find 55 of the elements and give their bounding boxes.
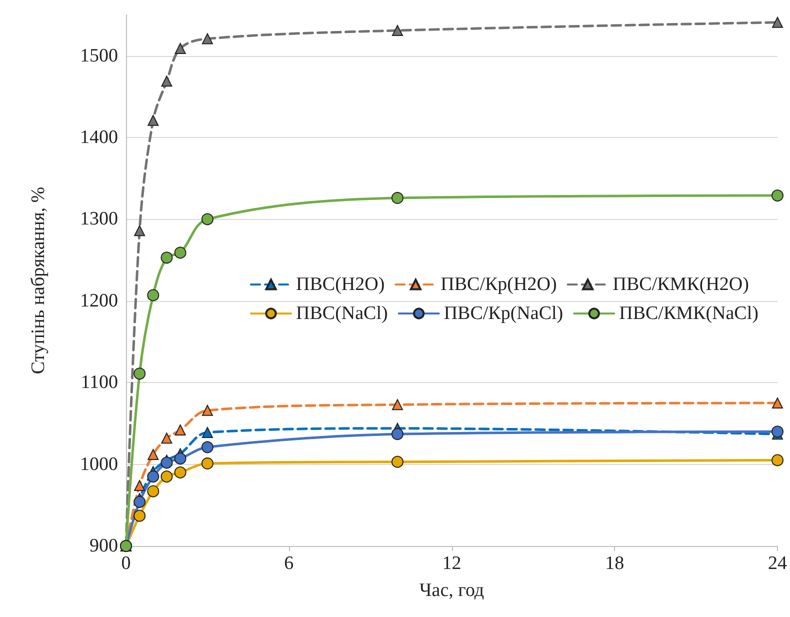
point [160, 252, 173, 264]
point [134, 496, 146, 508]
x-tick-label: 6 [284, 553, 294, 574]
point [772, 16, 783, 28]
point [134, 510, 146, 522]
point [392, 25, 403, 36]
y-tick-label: 1400 [80, 127, 118, 148]
legend-label: ПВС(NaCl) [296, 303, 388, 324]
point [772, 398, 783, 409]
point [772, 190, 784, 202]
point [202, 33, 213, 44]
point [148, 114, 159, 126]
point [201, 457, 214, 470]
point [134, 480, 146, 492]
x-tick-label: 12 [442, 553, 462, 574]
point [160, 456, 173, 469]
point [201, 441, 214, 454]
legend-label: ПВС/Кр(NaCl) [444, 303, 564, 324]
point [147, 289, 160, 302]
legend-label: ПВС/Кр(H2O) [440, 274, 557, 295]
point [391, 428, 404, 440]
point [392, 399, 403, 410]
point [202, 404, 213, 416]
x-tick-label: 0 [121, 553, 131, 574]
y-tick-label: 1200 [80, 290, 118, 312]
y-tick-label: 900 [90, 536, 118, 556]
point [134, 368, 146, 380]
point [174, 246, 186, 259]
point [147, 485, 160, 498]
point [201, 213, 214, 226]
legend-label: ПВС(H2O) [296, 274, 385, 295]
x-tick-label: 18 [605, 553, 624, 574]
point [134, 225, 146, 236]
point [174, 452, 186, 465]
point [772, 454, 784, 466]
point [161, 76, 172, 87]
point [174, 466, 186, 478]
point [174, 42, 186, 54]
point [148, 449, 159, 460]
point [174, 424, 186, 436]
legend-label: ПВС/КМК(NaCl) [619, 303, 758, 324]
x-tick-label: 24 [768, 553, 788, 574]
point [202, 426, 213, 438]
point [391, 456, 404, 468]
point [391, 192, 404, 204]
legend-label: ПВС/КМК(H2O) [612, 274, 749, 295]
point [161, 432, 172, 444]
y-tick-label: 1000 [80, 454, 118, 475]
y-tick-label: 1100 [80, 372, 118, 394]
point [147, 470, 160, 483]
y-tick-label: 1300 [80, 208, 118, 230]
point [160, 470, 173, 483]
y-axis-title: Ступінь набрякання, % [28, 186, 49, 374]
x-axis-title: Час, год [419, 580, 484, 601]
y-tick-label: 1500 [80, 45, 118, 66]
